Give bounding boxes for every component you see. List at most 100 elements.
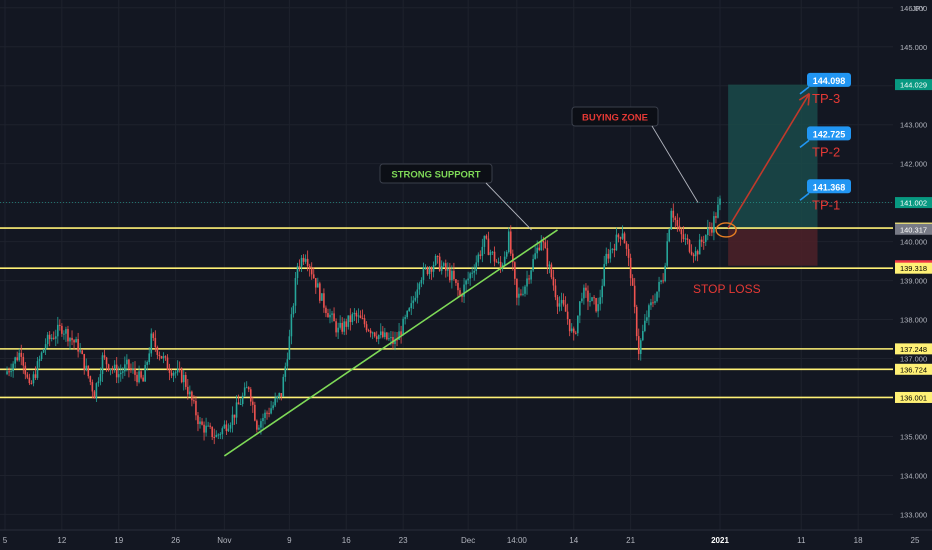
candle-body — [274, 398, 276, 406]
price-tag-label: 141.002 — [900, 199, 927, 208]
candle-body — [662, 280, 664, 282]
target-value-tag[interactable] — [807, 72, 851, 87]
candle-body — [260, 421, 262, 428]
price-tag[interactable] — [895, 391, 932, 403]
candle-body — [682, 234, 685, 240]
candle-body — [117, 374, 120, 378]
buying-zone-callout-box[interactable] — [571, 106, 659, 127]
price-tag[interactable] — [895, 343, 932, 355]
candle-body — [302, 257, 305, 262]
candle-body — [402, 318, 404, 336]
candle-body — [93, 391, 96, 399]
candle-body — [24, 365, 27, 375]
price-tag[interactable] — [895, 79, 932, 91]
candle-body — [233, 414, 236, 418]
entry-circle[interactable] — [715, 222, 737, 238]
support-trendline[interactable] — [223, 229, 558, 457]
candle-body — [339, 322, 341, 328]
time-tick-label: 14 — [569, 536, 578, 545]
candle-body — [298, 266, 301, 268]
candle-body — [355, 312, 358, 317]
candle-body — [59, 324, 61, 326]
candle-body — [524, 286, 526, 294]
profit-zone — [728, 84, 818, 230]
candle-body — [227, 428, 230, 432]
candle-body — [619, 237, 622, 239]
time-axis[interactable]: 5 12 19 26 Nov 9 16 23 Dec 14:00 14 21 2021 11 18 25 — [3, 536, 920, 545]
candle-body — [416, 289, 419, 298]
target-value-tag[interactable] — [807, 126, 851, 141]
candle-body — [481, 246, 484, 256]
candle-body — [408, 308, 411, 311]
candle-body — [241, 395, 244, 404]
price-tag[interactable] — [895, 363, 932, 375]
target-value: 141.368 — [813, 182, 846, 192]
candle-body — [605, 253, 608, 265]
time-axis-background[interactable] — [0, 530, 932, 550]
candle-body — [394, 339, 396, 344]
candle-body — [12, 363, 14, 372]
price-tag[interactable] — [895, 223, 932, 235]
candle-body — [310, 268, 313, 275]
candle-body — [639, 340, 642, 354]
price-tag[interactable] — [895, 262, 932, 274]
candle-body — [384, 332, 386, 338]
target-value: 144.098 — [813, 76, 846, 86]
candle-body — [67, 328, 69, 342]
candle-body — [345, 321, 348, 327]
candle-body — [650, 302, 652, 306]
candle-body — [495, 261, 498, 263]
candle-body — [18, 352, 21, 361]
candle-body — [65, 328, 67, 334]
candle-body — [209, 425, 211, 427]
candle-body — [637, 336, 640, 354]
candle-body — [656, 291, 658, 302]
annotations: STRONG SUPPORT BUYING ZONE STOP LOSS 144.09… — [379, 72, 851, 296]
candle-body — [351, 314, 354, 323]
candle-body — [564, 304, 567, 312]
candle-body — [323, 293, 325, 308]
candle-body — [294, 277, 297, 306]
candle-body — [170, 372, 173, 376]
candle-body — [593, 297, 595, 299]
candle-body — [124, 364, 126, 372]
target-value-tag[interactable] — [807, 179, 851, 194]
candle-body — [36, 361, 39, 378]
price-tag[interactable] — [895, 197, 932, 209]
candle-body — [562, 299, 565, 305]
candle-body — [558, 303, 561, 307]
candle-body — [623, 233, 626, 244]
candle-body — [406, 310, 408, 318]
price-axis[interactable]: 133.000134.000135.000136.000137.000138.0… — [895, 4, 932, 520]
time-tick-label: 2021 — [711, 536, 729, 545]
candle-body — [579, 301, 581, 316]
candle-body — [599, 297, 601, 305]
candle-body — [349, 315, 352, 323]
candle-body — [182, 374, 185, 383]
candle-body — [337, 327, 339, 333]
candle-body — [702, 241, 705, 243]
price-tag-label: 139.318 — [900, 264, 927, 273]
candle-body — [369, 330, 372, 334]
candle-body — [272, 405, 274, 409]
candle-body — [71, 337, 73, 341]
candle-body — [603, 264, 606, 286]
candle-body — [245, 387, 248, 389]
candle-body — [485, 235, 488, 239]
strong-support-callout-box[interactable] — [379, 163, 493, 184]
time-tick-label: 11 — [797, 536, 806, 545]
candle-body — [46, 334, 49, 345]
candle-body — [73, 340, 75, 343]
candle-body — [477, 254, 480, 263]
projection-arrow[interactable] — [727, 93, 811, 229]
candle-body — [432, 265, 435, 272]
candle-body — [331, 313, 333, 315]
candle-body — [538, 247, 541, 251]
candle-body — [42, 349, 45, 353]
candle-body — [660, 280, 662, 282]
candle-body — [487, 238, 490, 256]
price-tick-label: 140.000 — [900, 238, 927, 247]
candles — [6, 195, 721, 445]
arrow-head — [798, 92, 810, 101]
